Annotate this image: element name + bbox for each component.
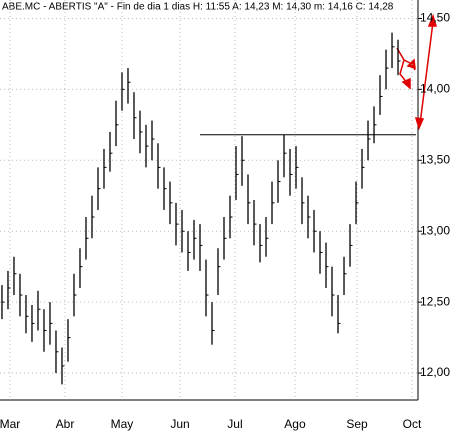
y-tick-label: 13,50	[420, 152, 450, 166]
x-tick-label: Mar	[0, 417, 20, 431]
y-tick-label: 14,50	[420, 11, 450, 25]
y-tick-label: 12,00	[420, 365, 450, 379]
x-tick-label: Jul	[227, 417, 242, 431]
y-tick-label: 13,00	[420, 223, 450, 237]
x-tick-label: Ago	[284, 417, 306, 431]
x-tick-label: Sep	[346, 417, 368, 431]
x-tick-label: May	[111, 417, 134, 431]
chart-title: ABE.MC - ABERTIS "A" - Fin de dia 1 dias…	[2, 2, 394, 13]
x-tick-label: Oct	[403, 417, 422, 431]
x-tick-label: Jun	[170, 417, 189, 431]
y-tick-label: 12,50	[420, 294, 450, 308]
y-tick-label: 14,00	[420, 82, 450, 96]
annotation-arrows	[396, 13, 438, 131]
x-tick-label: Abr	[56, 417, 75, 431]
